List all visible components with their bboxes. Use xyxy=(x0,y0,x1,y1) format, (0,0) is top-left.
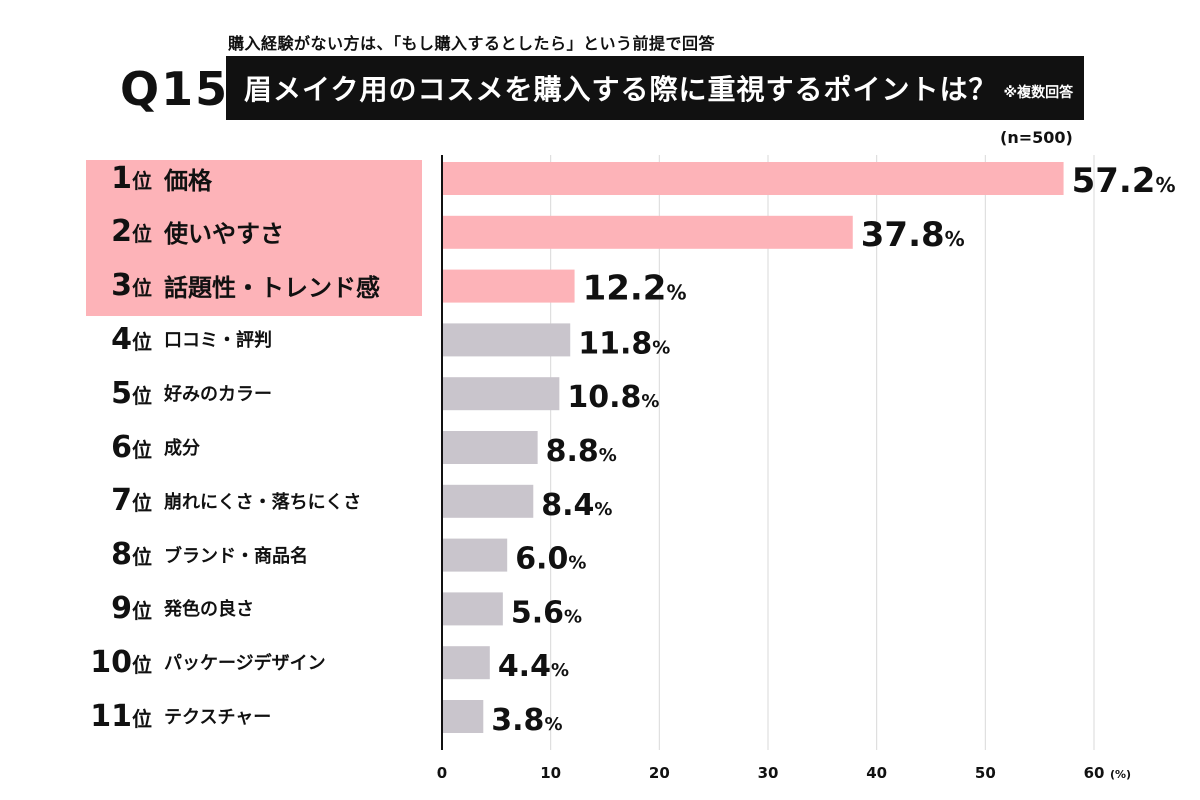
category-label: 崩れにくさ・落ちにくさ xyxy=(164,491,362,513)
title-bar: 眉メイク用のコスメを購入する際に重視するポイントは？ ※複数回答 xyxy=(226,56,1084,120)
data-label: 8.4% xyxy=(541,488,612,523)
bar xyxy=(443,162,1064,195)
rank-suffix: 位 xyxy=(132,652,152,677)
x-tick-label: 30 xyxy=(758,764,779,782)
rank-suffix: 位 xyxy=(132,383,152,408)
category-label: 好みのカラー xyxy=(164,384,272,406)
data-label: 57.2% xyxy=(1072,161,1176,201)
rank-label: 2位 xyxy=(60,214,152,249)
top3-highlight xyxy=(86,160,422,316)
category-row: 5位 好みのカラー xyxy=(60,375,420,411)
rank-label: 9位 xyxy=(60,591,152,626)
bar xyxy=(443,484,534,518)
bar xyxy=(443,700,484,733)
data-label: 10.8% xyxy=(567,380,659,415)
rank-suffix: 位 xyxy=(132,491,152,516)
rank-suffix: 位 xyxy=(132,598,152,623)
rank-number: 5 xyxy=(111,375,132,411)
rank-suffix: 位 xyxy=(132,545,152,570)
sample-size: (n=500) xyxy=(1000,128,1073,147)
rank-number: 9 xyxy=(111,590,132,626)
rank-number: 10 xyxy=(90,644,132,680)
category-label: 使いやすさ xyxy=(164,220,284,249)
category-label: 口コミ・評判 xyxy=(164,330,272,352)
rank-number: 3 xyxy=(111,268,132,304)
x-tick-label: 50 xyxy=(975,764,996,782)
rank-label: 6位 xyxy=(60,430,152,465)
rank-number: 7 xyxy=(111,483,132,519)
bar xyxy=(443,646,490,680)
rank-label: 5位 xyxy=(60,376,152,411)
data-label: 3.8% xyxy=(491,703,562,738)
question-number: Q15 xyxy=(120,62,230,116)
x-tick-label: 40 xyxy=(866,764,887,782)
rank-number: 4 xyxy=(111,321,132,357)
rank-number: 8 xyxy=(111,537,132,573)
rank-number: 2 xyxy=(111,214,132,250)
rank-suffix: 位 xyxy=(132,706,152,731)
data-label: 37.8% xyxy=(861,215,965,255)
chart-title: 眉メイク用のコスメを購入する際に重視するポイントは？ xyxy=(244,73,998,106)
rank-number: 1 xyxy=(111,160,132,196)
rank-label: 1位 xyxy=(60,161,152,196)
rank-number: 6 xyxy=(111,429,132,465)
category-row: 1位 価格 xyxy=(60,160,420,196)
category-row: 11位 テクスチャー xyxy=(60,698,420,734)
rank-label: 4位 xyxy=(60,322,152,357)
category-row: 8位 ブランド・商品名 xyxy=(60,537,420,573)
data-label: 12.2% xyxy=(583,269,687,309)
category-label: 話題性・トレンド感 xyxy=(164,274,380,303)
rank-number: 11 xyxy=(90,698,132,734)
category-row: 9位 発色の良さ xyxy=(60,590,420,626)
category-label: 成分 xyxy=(164,438,200,459)
category-label: パッケージデザイン xyxy=(164,653,326,675)
bar xyxy=(443,377,560,411)
category-row: 7位 崩れにくさ・落ちにくさ xyxy=(60,483,420,519)
category-row: 3位 話題性・トレンド感 xyxy=(60,268,420,304)
data-label: 5.6% xyxy=(511,595,582,630)
question-subnote: 購入経験がない方は、「もし購入するとしたら」という前提で回答 xyxy=(228,34,716,53)
rank-suffix: 位 xyxy=(132,437,152,462)
rank-label: 7位 xyxy=(60,483,152,518)
data-label: 6.0% xyxy=(515,542,586,577)
bar xyxy=(443,323,571,357)
category-label: ブランド・商品名 xyxy=(164,545,308,567)
rank-label: 8位 xyxy=(60,537,152,572)
rank-suffix: 位 xyxy=(132,329,152,354)
bar xyxy=(443,431,538,464)
rank-label: 10位 xyxy=(60,645,152,680)
title-note: ※複数回答 xyxy=(1003,85,1074,101)
data-label: 4.4% xyxy=(498,649,569,684)
data-label: 11.8% xyxy=(578,326,670,361)
bar xyxy=(443,592,503,626)
x-tick-label: 0 xyxy=(437,764,447,782)
rank-label: 11位 xyxy=(60,699,152,734)
category-label: 発色の良さ xyxy=(164,599,254,621)
x-tick-label: 60 xyxy=(1084,764,1105,782)
rank-suffix: 位 xyxy=(132,276,152,301)
category-label: 価格 xyxy=(164,166,212,195)
category-label: テクスチャー xyxy=(164,707,272,728)
data-label: 8.8% xyxy=(546,434,617,469)
rank-suffix: 位 xyxy=(132,222,152,247)
category-row: 6位 成分 xyxy=(60,429,420,465)
rank-suffix: 位 xyxy=(132,168,152,193)
x-tick-label: 10 xyxy=(540,764,561,782)
rank-label: 3位 xyxy=(60,268,152,303)
x-unit-label: (%) xyxy=(1110,768,1131,781)
bar xyxy=(443,538,508,572)
category-row: 4位 口コミ・評判 xyxy=(60,321,420,357)
category-row: 2位 使いやすさ xyxy=(60,214,420,250)
category-row: 10位 パッケージデザイン xyxy=(60,644,420,680)
bar xyxy=(443,269,575,303)
bar xyxy=(443,215,853,249)
x-tick-label: 20 xyxy=(649,764,670,782)
